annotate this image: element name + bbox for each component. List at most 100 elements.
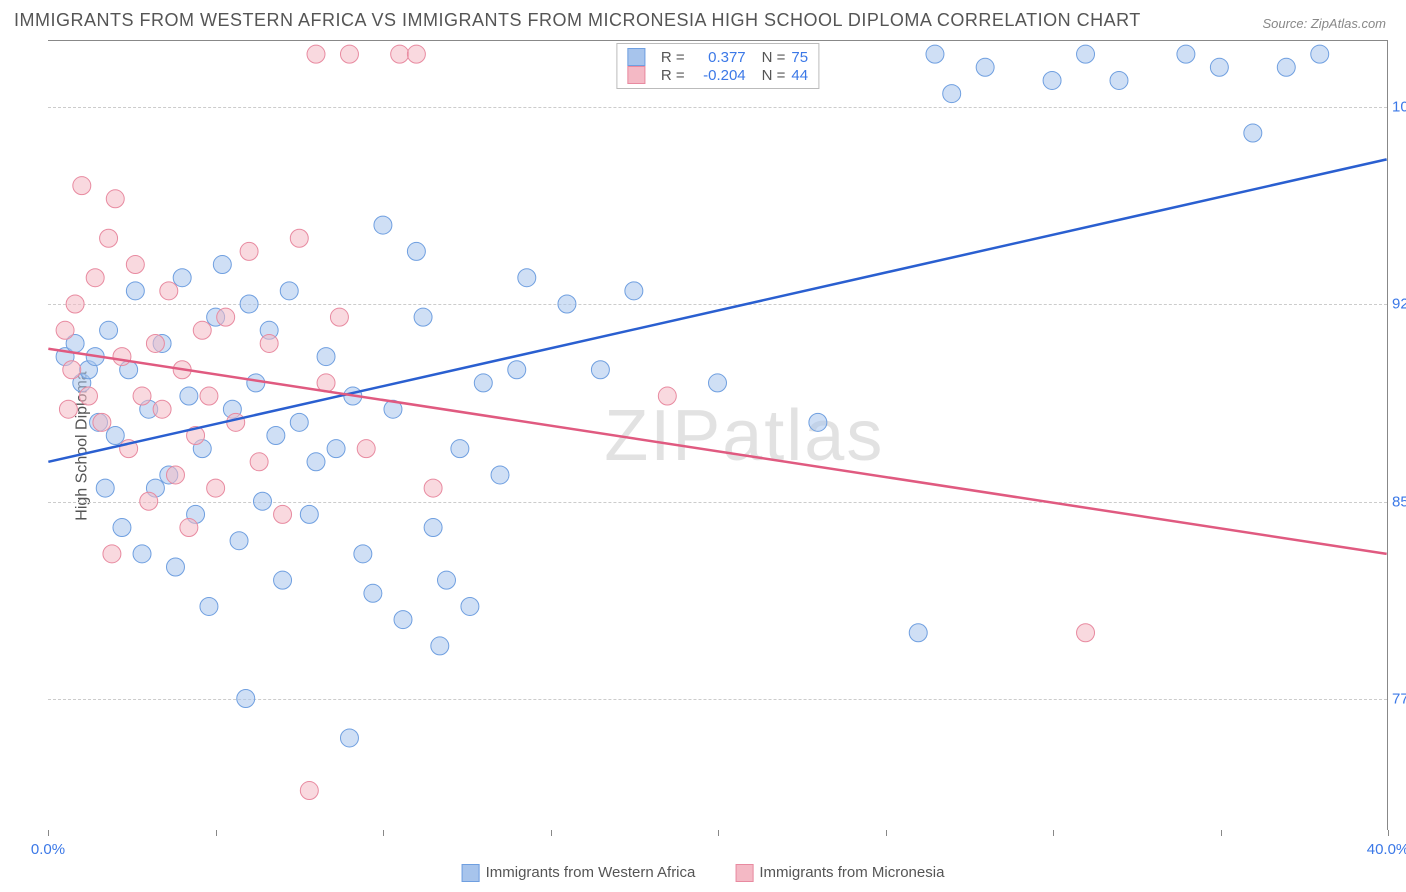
- scatter-point: [354, 545, 372, 563]
- legend-label: Immigrants from Micronesia: [759, 864, 944, 881]
- x-tick-label: 40.0%: [1367, 841, 1406, 858]
- scatter-point: [113, 519, 131, 537]
- scatter-point: [340, 729, 358, 747]
- scatter-point: [424, 479, 442, 497]
- y-tick-label: 77.5%: [1392, 691, 1406, 708]
- scatter-point: [153, 400, 171, 418]
- x-tick: [886, 830, 887, 836]
- scatter-point: [451, 440, 469, 458]
- scatter-point: [240, 295, 258, 313]
- scatter-point: [180, 519, 198, 537]
- r-label: R =: [661, 49, 685, 66]
- scatter-point: [56, 321, 74, 339]
- scatter-point: [327, 440, 345, 458]
- plot-area: R = 0.377 N = 75 R = -0.204 N = 44 ZIPat…: [48, 40, 1388, 830]
- scatter-point: [709, 374, 727, 392]
- scatter-point: [909, 624, 927, 642]
- scatter-point: [1177, 45, 1195, 63]
- x-tick: [1053, 830, 1054, 836]
- scatter-point: [330, 308, 348, 326]
- correlation-legend: R = 0.377 N = 75 R = -0.204 N = 44: [616, 43, 819, 89]
- legend-label: Immigrants from Western Africa: [486, 864, 696, 881]
- scatter-point: [558, 295, 576, 313]
- scatter-point: [86, 269, 104, 287]
- scatter-point: [230, 532, 248, 550]
- scatter-point: [1244, 124, 1262, 142]
- scatter-point: [307, 45, 325, 63]
- scatter-point: [474, 374, 492, 392]
- scatter-point: [73, 177, 91, 195]
- scatter-point: [180, 387, 198, 405]
- x-tick: [48, 830, 49, 836]
- n-value-1: 75: [791, 49, 808, 66]
- legend-swatch-2: [627, 66, 645, 84]
- scatter-point: [1043, 71, 1061, 89]
- scatter-point: [106, 190, 124, 208]
- scatter-point: [290, 229, 308, 247]
- scatter-point: [160, 282, 178, 300]
- scatter-point: [166, 558, 184, 576]
- scatter-point: [625, 282, 643, 300]
- y-tick-label: 85.0%: [1392, 493, 1406, 510]
- y-tick-label: 92.5%: [1392, 296, 1406, 313]
- scatter-point: [100, 229, 118, 247]
- legend-swatch: [735, 864, 753, 882]
- scatter-point: [240, 242, 258, 260]
- scatter-point: [1277, 58, 1295, 76]
- series-legend: Immigrants from Western Africa Immigrants…: [462, 864, 945, 882]
- scatter-point: [200, 597, 218, 615]
- x-tick: [551, 830, 552, 836]
- n-label: N =: [762, 67, 786, 84]
- scatter-point: [290, 413, 308, 431]
- scatter-point: [133, 387, 151, 405]
- scatter-point: [193, 321, 211, 339]
- n-label: N =: [762, 49, 786, 66]
- scatter-point: [374, 216, 392, 234]
- scatter-point: [307, 453, 325, 471]
- scatter-point: [414, 308, 432, 326]
- scatter-point: [391, 45, 409, 63]
- y-tick-label: 100.0%: [1392, 98, 1406, 115]
- scatter-point: [247, 374, 265, 392]
- scatter-point: [407, 242, 425, 260]
- x-tick-label: 0.0%: [31, 841, 65, 858]
- scatter-point: [260, 334, 278, 352]
- scatter-point: [658, 387, 676, 405]
- scatter-point: [280, 282, 298, 300]
- scatter-point: [80, 387, 98, 405]
- scatter-point: [200, 387, 218, 405]
- scatter-point: [146, 334, 164, 352]
- scatter-point: [508, 361, 526, 379]
- source-attribution: Source: ZipAtlas.com: [1262, 16, 1386, 31]
- scatter-point: [96, 479, 114, 497]
- scatter-point: [943, 85, 961, 103]
- r-label: R =: [661, 67, 685, 84]
- legend-item: Immigrants from Micronesia: [735, 864, 944, 882]
- scatter-point: [300, 782, 318, 800]
- scatter-point: [93, 413, 111, 431]
- scatter-point: [103, 545, 121, 563]
- scatter-point: [394, 611, 412, 629]
- r-value-1: 0.377: [691, 49, 746, 66]
- scatter-point: [59, 400, 77, 418]
- scatter-point: [357, 440, 375, 458]
- scatter-point: [1110, 71, 1128, 89]
- scatter-point: [133, 545, 151, 563]
- r-value-2: -0.204: [691, 67, 746, 84]
- scatter-point: [461, 597, 479, 615]
- scatter-point: [227, 413, 245, 431]
- x-tick: [1388, 830, 1389, 836]
- scatter-point: [491, 466, 509, 484]
- scatter-point: [253, 492, 271, 510]
- chart-title: IMMIGRANTS FROM WESTERN AFRICA VS IMMIGR…: [14, 10, 1141, 31]
- scatter-point: [100, 321, 118, 339]
- scatter-point: [438, 571, 456, 589]
- scatter-point: [267, 427, 285, 445]
- scatter-point: [113, 348, 131, 366]
- scatter-point: [1311, 45, 1329, 63]
- scatter-point: [207, 479, 225, 497]
- scatter-point: [300, 505, 318, 523]
- scatter-point: [140, 492, 158, 510]
- scatter-point: [173, 269, 191, 287]
- x-tick: [216, 830, 217, 836]
